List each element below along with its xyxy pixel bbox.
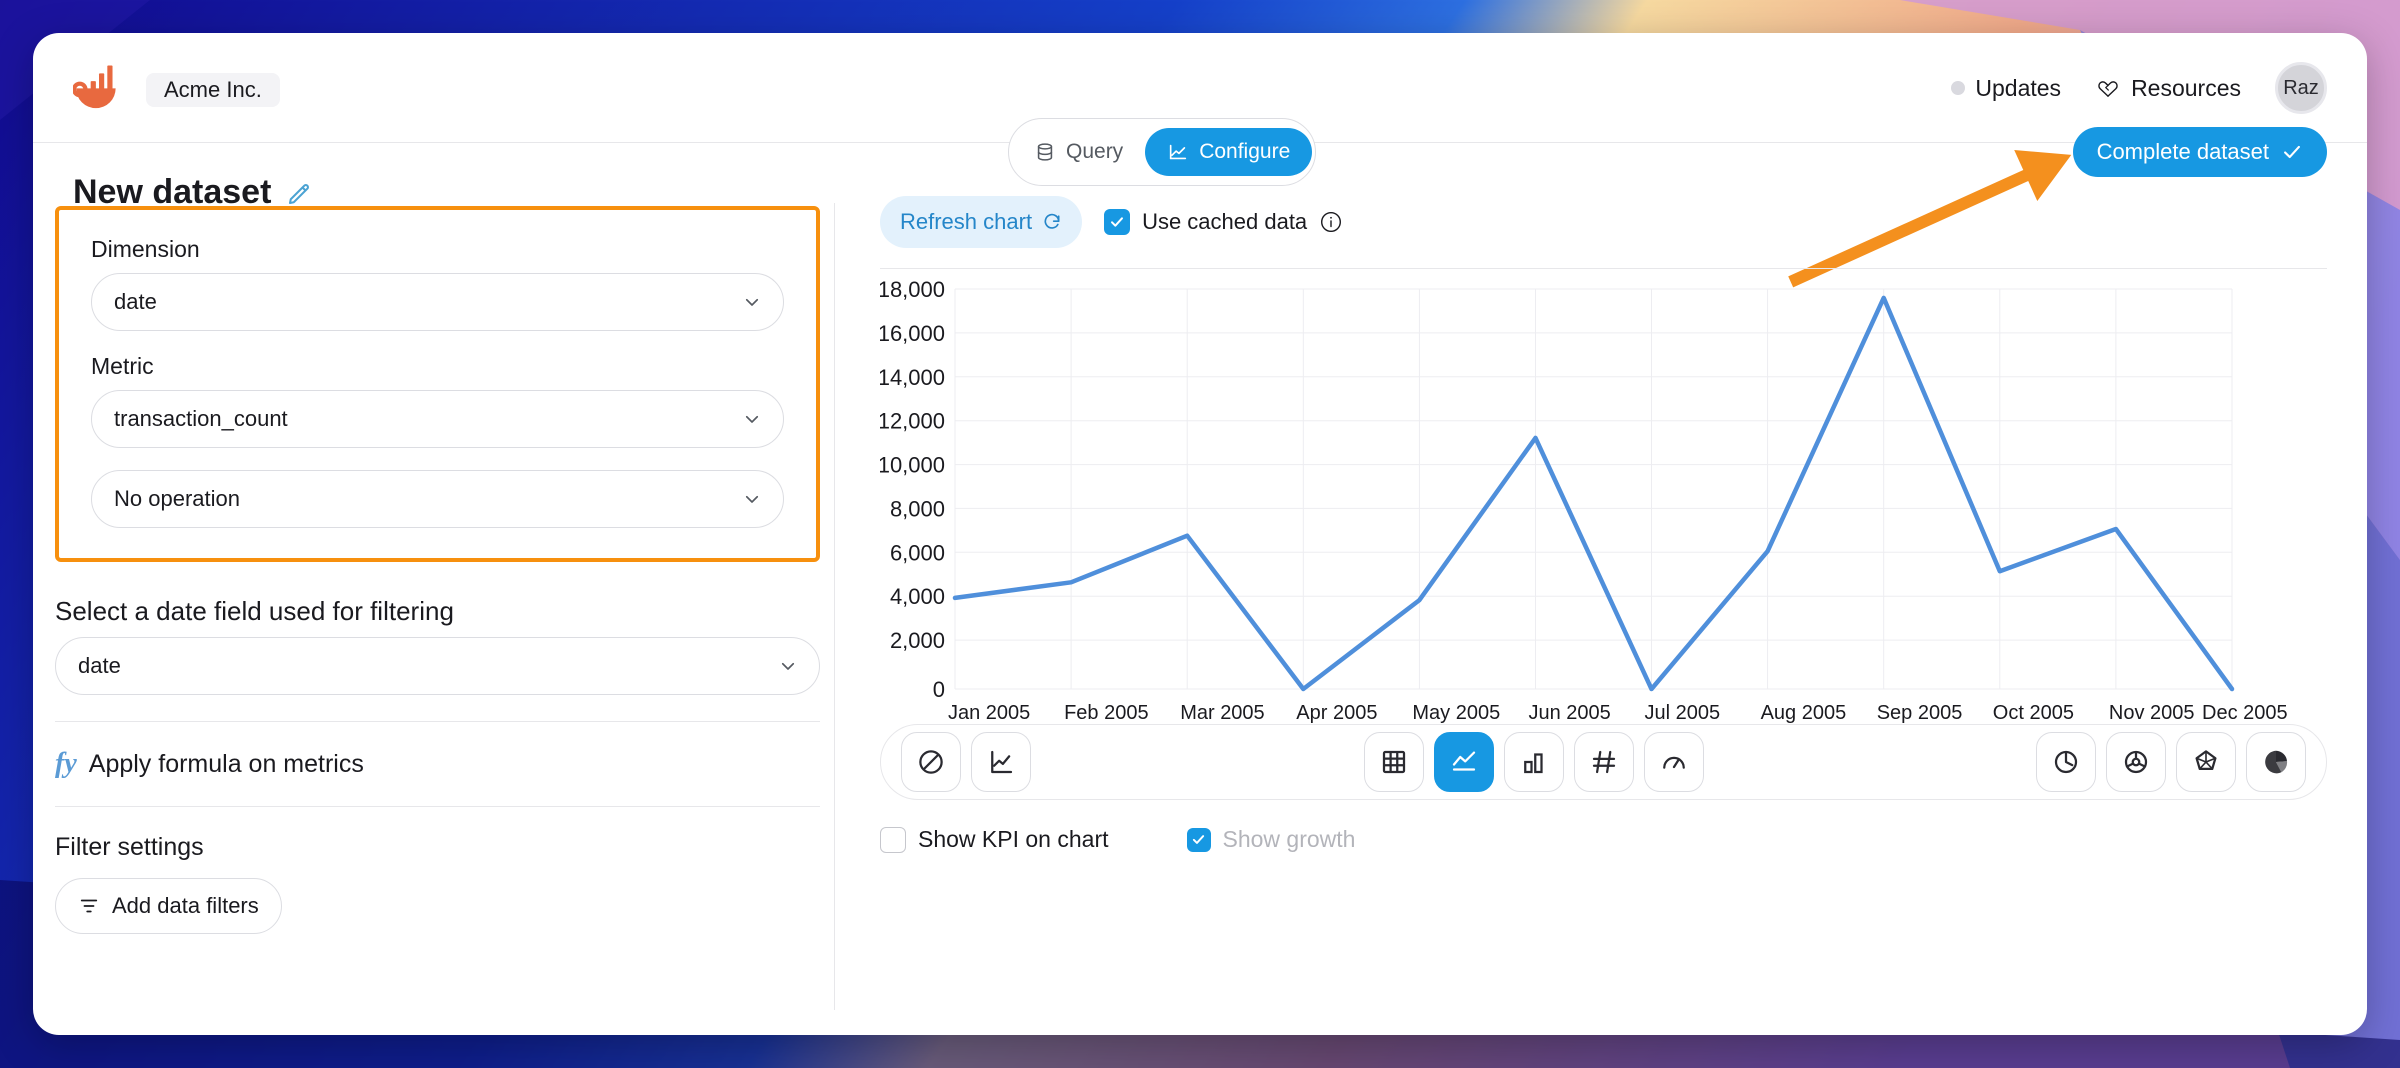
svg-text:Jan 2005: Jan 2005 <box>948 702 1030 724</box>
svg-text:18,000: 18,000 <box>880 279 945 302</box>
svg-text:Oct 2005: Oct 2005 <box>1993 702 2074 724</box>
svg-text:Mar 2005: Mar 2005 <box>1180 702 1265 724</box>
svg-text:Nov 2005: Nov 2005 <box>2109 702 2195 724</box>
svg-text:0: 0 <box>933 677 945 702</box>
svg-text:Apr 2005: Apr 2005 <box>1296 702 1377 724</box>
svg-text:12,000: 12,000 <box>880 409 945 434</box>
svg-text:Aug 2005: Aug 2005 <box>1761 702 1847 724</box>
svg-text:Feb 2005: Feb 2005 <box>1064 702 1149 724</box>
svg-text:8,000: 8,000 <box>890 496 945 521</box>
svg-text:16,000: 16,000 <box>880 321 945 346</box>
svg-text:May 2005: May 2005 <box>1412 702 1500 724</box>
svg-text:Sep 2005: Sep 2005 <box>1877 702 1963 724</box>
svg-text:Jul 2005: Jul 2005 <box>1645 702 1721 724</box>
svg-text:Dec 2005: Dec 2005 <box>2202 702 2288 724</box>
svg-text:14,000: 14,000 <box>880 365 945 390</box>
svg-text:6,000: 6,000 <box>890 540 945 565</box>
svg-text:10,000: 10,000 <box>880 453 945 478</box>
svg-text:Jun 2005: Jun 2005 <box>1529 702 1611 724</box>
svg-text:2,000: 2,000 <box>890 628 945 653</box>
svg-text:4,000: 4,000 <box>890 584 945 609</box>
